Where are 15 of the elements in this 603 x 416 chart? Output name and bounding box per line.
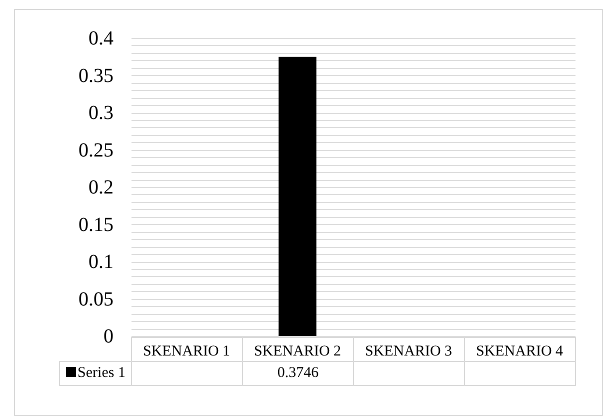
y-tick-label: 0.35 bbox=[78, 64, 114, 87]
legend-label: Series 1 bbox=[60, 362, 132, 386]
x-tick-label: SKENARIO 3 bbox=[364, 344, 452, 360]
y-tick-label: 0.4 bbox=[88, 28, 114, 50]
data-label: 0.3746 bbox=[242, 362, 354, 386]
y-tick-label: 0.25 bbox=[78, 139, 114, 162]
x-tick-label: SKENARIO 1 bbox=[142, 344, 230, 360]
y-tick-label: 0.05 bbox=[78, 288, 114, 310]
y-tick-label: 0.1 bbox=[88, 251, 114, 273]
x-tick-label: SKENARIO 4 bbox=[476, 344, 564, 360]
y-tick-label: 0.2 bbox=[88, 176, 114, 198]
y-tick-label: 0.3 bbox=[88, 102, 114, 124]
y-tick-label: 0.15 bbox=[78, 214, 114, 236]
y-tick-label: 0 bbox=[104, 326, 114, 348]
x-tick-label: SKENARIO 2 bbox=[254, 344, 342, 360]
